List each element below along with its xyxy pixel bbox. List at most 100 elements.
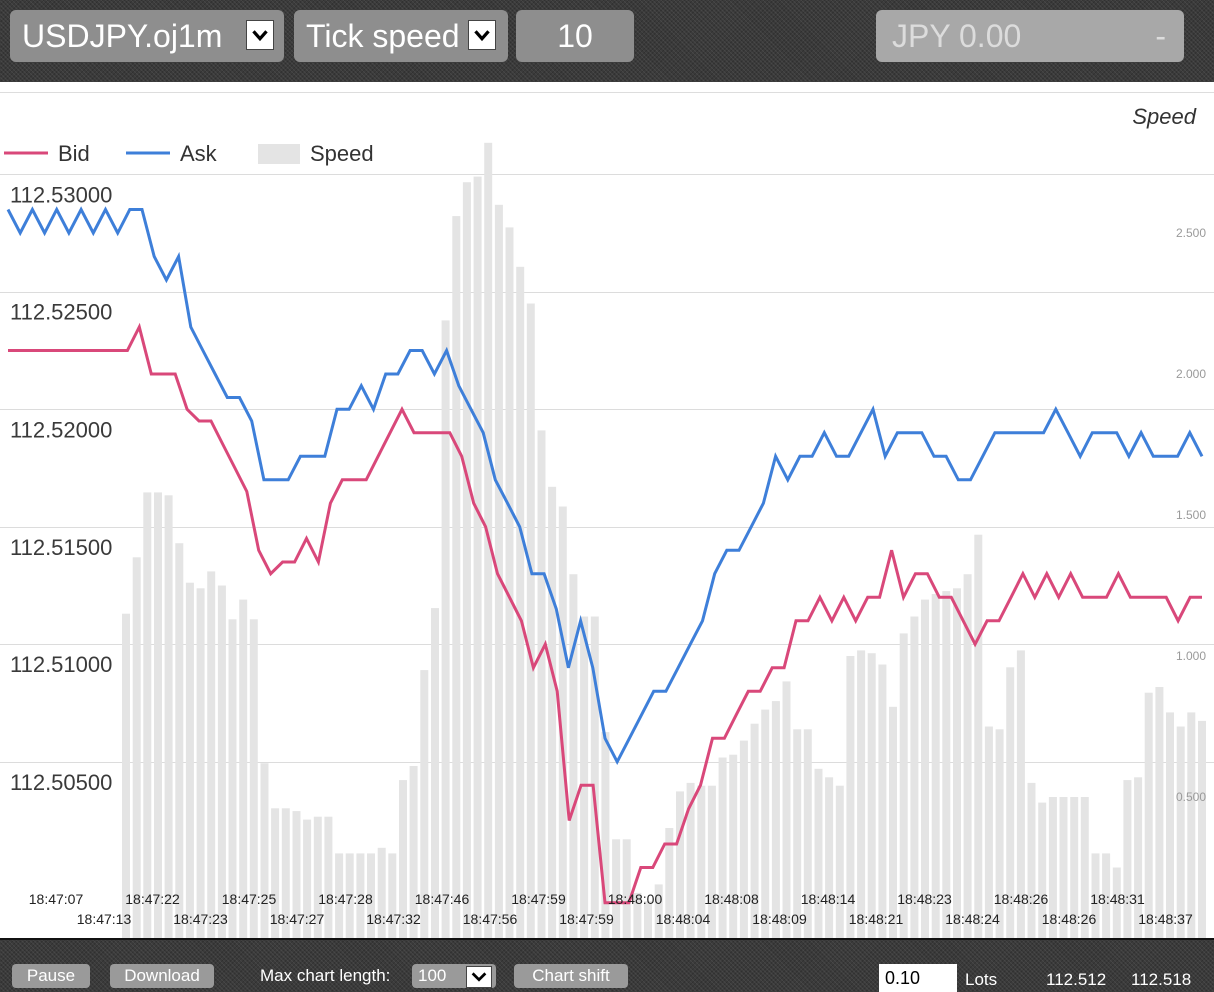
account-balance: JPY 0.00 - [876,10,1184,62]
time-label-bottom: 18:47:27 [270,911,325,927]
time-label-top: 18:47:22 [125,891,180,907]
speed-bar [1144,692,1153,938]
speed-bar [580,616,589,938]
speed-bar [921,599,929,938]
count-input[interactable]: 10 [516,10,634,62]
time-label-top: 18:48:00 [608,891,663,907]
speed-bar [335,853,344,938]
lots-input[interactable]: 0.10 [879,964,957,992]
pause-button[interactable]: Pause [12,964,90,988]
speed-bar [494,204,503,938]
mode-label: Tick speed [306,18,460,54]
mode-dropdown-icon[interactable] [468,20,496,50]
ask-line [6,206,1204,766]
speed-bar [1112,867,1121,938]
legend-speed-label: Speed [310,141,374,166]
speed-bar [399,780,407,938]
speed-bar [697,785,706,938]
speed-bar [207,571,216,938]
speed-bar [814,768,823,938]
symbol-label: USDJPY.oj1m [22,18,223,54]
speed-bar [857,650,866,938]
speed-bar [260,763,269,938]
time-label-top: 18:47:46 [415,891,470,907]
legend-ask-label: Ask [180,141,218,166]
speed-bar [782,681,791,938]
speed-bar [132,557,141,938]
time-label-top: 18:48:23 [897,891,952,907]
speed-bar [537,430,546,938]
speed-bar [345,853,354,938]
speed-bar [217,585,226,938]
time-label-top: 18:48:31 [1090,891,1145,907]
max-length-dropdown-icon[interactable] [466,966,492,988]
speed-bar [303,819,312,938]
speed-bar [995,729,1004,938]
price-tick-label: 112.50500 [10,770,112,795]
speed-bar [601,732,610,938]
speed-bar [1016,650,1025,938]
speed-bar [846,656,855,938]
symbol-select[interactable]: USDJPY.oj1m [10,10,284,62]
time-label-bottom: 18:47:13 [77,911,132,927]
speed-bar [1176,726,1185,938]
speed-bar [718,757,727,938]
speed-bar [462,182,471,938]
time-label-bottom: 18:48:09 [752,911,807,927]
speed-bar [686,782,695,938]
speed-bar [324,816,333,938]
lots-label: Lots [965,970,998,989]
speed-bar [633,892,642,938]
time-label-bottom: 18:47:59 [559,911,614,927]
speed-bar [1102,853,1111,938]
speed-bar [558,506,567,938]
speed-bar [154,492,162,938]
time-label-top: 18:48:08 [704,891,759,907]
speed-bar [739,740,748,938]
price-tick-label: 112.51000 [10,652,112,677]
speed-bar [228,619,237,938]
speed-bar [569,574,578,938]
price-tick-label: 112.52500 [10,300,112,325]
price-chart: 112.53000 112.52500 112.52000 112.51500 112.… [0,92,1214,938]
speed-bar [409,766,418,938]
time-label-top: 18:48:14 [801,891,856,907]
speed-bar [1198,720,1206,938]
speed-bar [644,901,652,938]
speed-bar [356,853,365,938]
max-length-value: 100 [418,966,447,985]
top-separator [0,82,1214,92]
top-toolbar: USDJPY.oj1m Tick speed 10 JPY 0.00 - [0,0,1214,82]
price-tick-label: 112.52000 [10,417,112,442]
count-value: 10 [557,18,593,54]
speed-bar [707,785,716,938]
speed-bar [793,729,802,938]
chart-svg: 112.53000 112.52500 112.52000 112.51500 112.… [0,92,1214,938]
speed-tick-label: 2.000 [1176,367,1206,381]
speed-bar [612,839,621,938]
speed-bar [729,754,738,938]
speed-bar [473,176,482,938]
time-label-top: 18:48:26 [994,891,1049,907]
speed-bar [931,594,940,938]
speed-bar [452,216,461,938]
price-tick-label: 112.53000 [10,182,112,207]
speed-tick-label: 1.500 [1176,508,1206,522]
speed-bar [164,495,173,938]
speed-bar [835,785,844,938]
chart-shift-button[interactable]: Chart shift [514,964,628,988]
symbol-dropdown-icon[interactable] [246,20,274,50]
speed-bar [878,664,887,938]
speed-bar [420,670,429,938]
speed-bar [1080,797,1089,938]
speed-bar [1166,712,1174,938]
speed-bar [984,726,993,938]
ask-price: 112.518 [1131,970,1192,989]
speed-bar [953,588,961,938]
speed-bar [622,839,631,938]
download-button[interactable]: Download [110,964,214,988]
time-label-top: 18:47:07 [29,891,84,907]
speed-bar [388,853,397,938]
time-label-bottom: 18:48:21 [849,911,904,927]
speed-bar [122,613,130,938]
